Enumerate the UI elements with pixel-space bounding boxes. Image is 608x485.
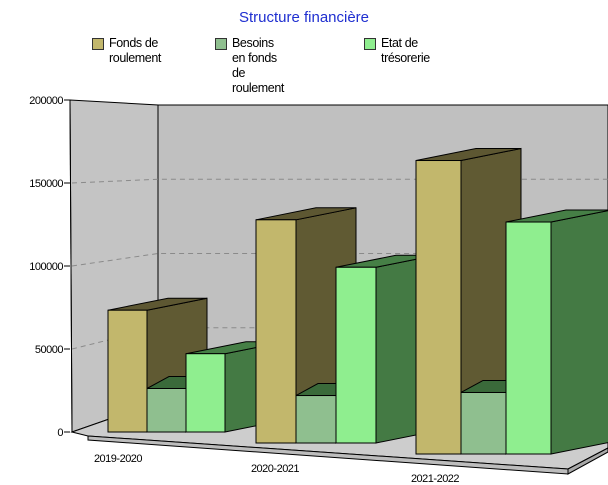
y-axis: 0 50000 100000 150000 200000 <box>29 95 73 439</box>
chart-title: Structure financière <box>238 9 370 26</box>
bar <box>415 160 462 455</box>
legend-label-besoins-en-fonds: Besoins en fonds de roulement <box>232 36 284 95</box>
x-axis: 2019-2020 2020-2021 2021-2022 <box>94 453 460 485</box>
y-tick-label: 150000 <box>29 178 63 190</box>
y-tick-label: 50000 <box>35 344 63 356</box>
x-tick-label: 2021-2022 <box>411 473 459 485</box>
bar <box>255 219 297 444</box>
bar <box>335 266 377 444</box>
x-tick-label: 2019-2020 <box>94 453 142 465</box>
chart-floor-side <box>567 447 608 475</box>
grid-line <box>71 253 608 267</box>
legend-swatch-fonds-de-roulement <box>92 38 104 50</box>
x-tick-label: 2020-2021 <box>251 463 299 475</box>
bar <box>107 309 148 433</box>
bar <box>185 353 226 433</box>
grid-line <box>71 178 608 184</box>
legend-swatch-besoins-en-fonds <box>215 38 227 50</box>
bar <box>295 395 337 444</box>
y-axis-line <box>69 99 73 433</box>
y-tick-label: 100000 <box>29 261 63 273</box>
bar-side <box>550 210 608 455</box>
legend-label-fonds-de-roulement: Fonds de roulement <box>109 36 161 65</box>
bar <box>146 388 187 433</box>
bar <box>505 221 552 455</box>
legend-swatch-etat-de-tresorerie <box>364 38 376 50</box>
legend-label-etat-de-tresorerie: Etat de trésorerie <box>381 36 430 65</box>
bars <box>107 147 608 455</box>
y-tick-label: 200000 <box>29 95 63 107</box>
y-tick-label: 0 <box>57 427 63 439</box>
bar <box>460 391 507 455</box>
